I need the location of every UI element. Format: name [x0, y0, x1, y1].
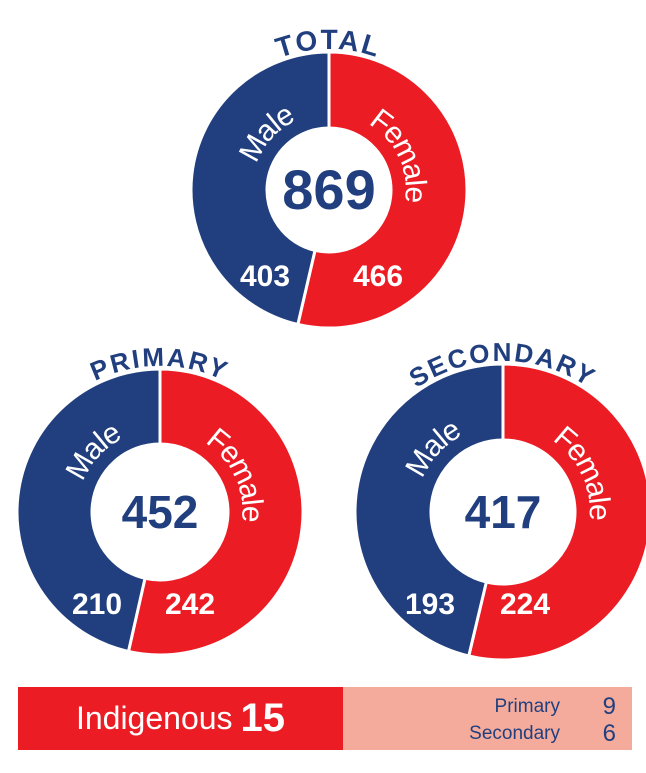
value-label: 466	[353, 260, 403, 293]
donut-total: 869	[282, 158, 375, 221]
donut-segment	[466, 362, 646, 662]
donut-segment	[15, 367, 162, 654]
breakdown-value: 6	[602, 719, 616, 747]
value-label: 224	[500, 588, 550, 621]
indigenous-breakdown: Primary 9 Secondary 6	[343, 687, 632, 750]
breakdown-label: Primary	[494, 695, 560, 717]
indigenous-label: Indigenous	[75, 700, 233, 736]
value-label: 193	[405, 588, 455, 621]
donut-total: 452	[122, 486, 199, 538]
indigenous-total: Indigenous 15	[18, 687, 343, 750]
donut-segment	[296, 50, 469, 330]
donut-segment	[189, 50, 331, 327]
donut-total: 417	[465, 486, 542, 538]
indigenous-panel: Indigenous 15 Primary 9 Secondary 6	[18, 687, 632, 750]
charts: TOTALMale403Female466869PRIMARYMale210Fe…	[15, 24, 646, 662]
breakdown-row: Secondary 6	[343, 720, 616, 747]
breakdown-label: Secondary	[469, 722, 560, 744]
value-label: 210	[72, 588, 122, 621]
breakdown-row: Primary 9	[343, 693, 616, 720]
donut-segment	[353, 362, 505, 658]
breakdown-value: 9	[602, 692, 616, 720]
value-label: 242	[165, 588, 215, 621]
indigenous-value: 15	[240, 696, 286, 740]
donut-segment	[126, 367, 305, 657]
value-label: 403	[240, 260, 290, 293]
